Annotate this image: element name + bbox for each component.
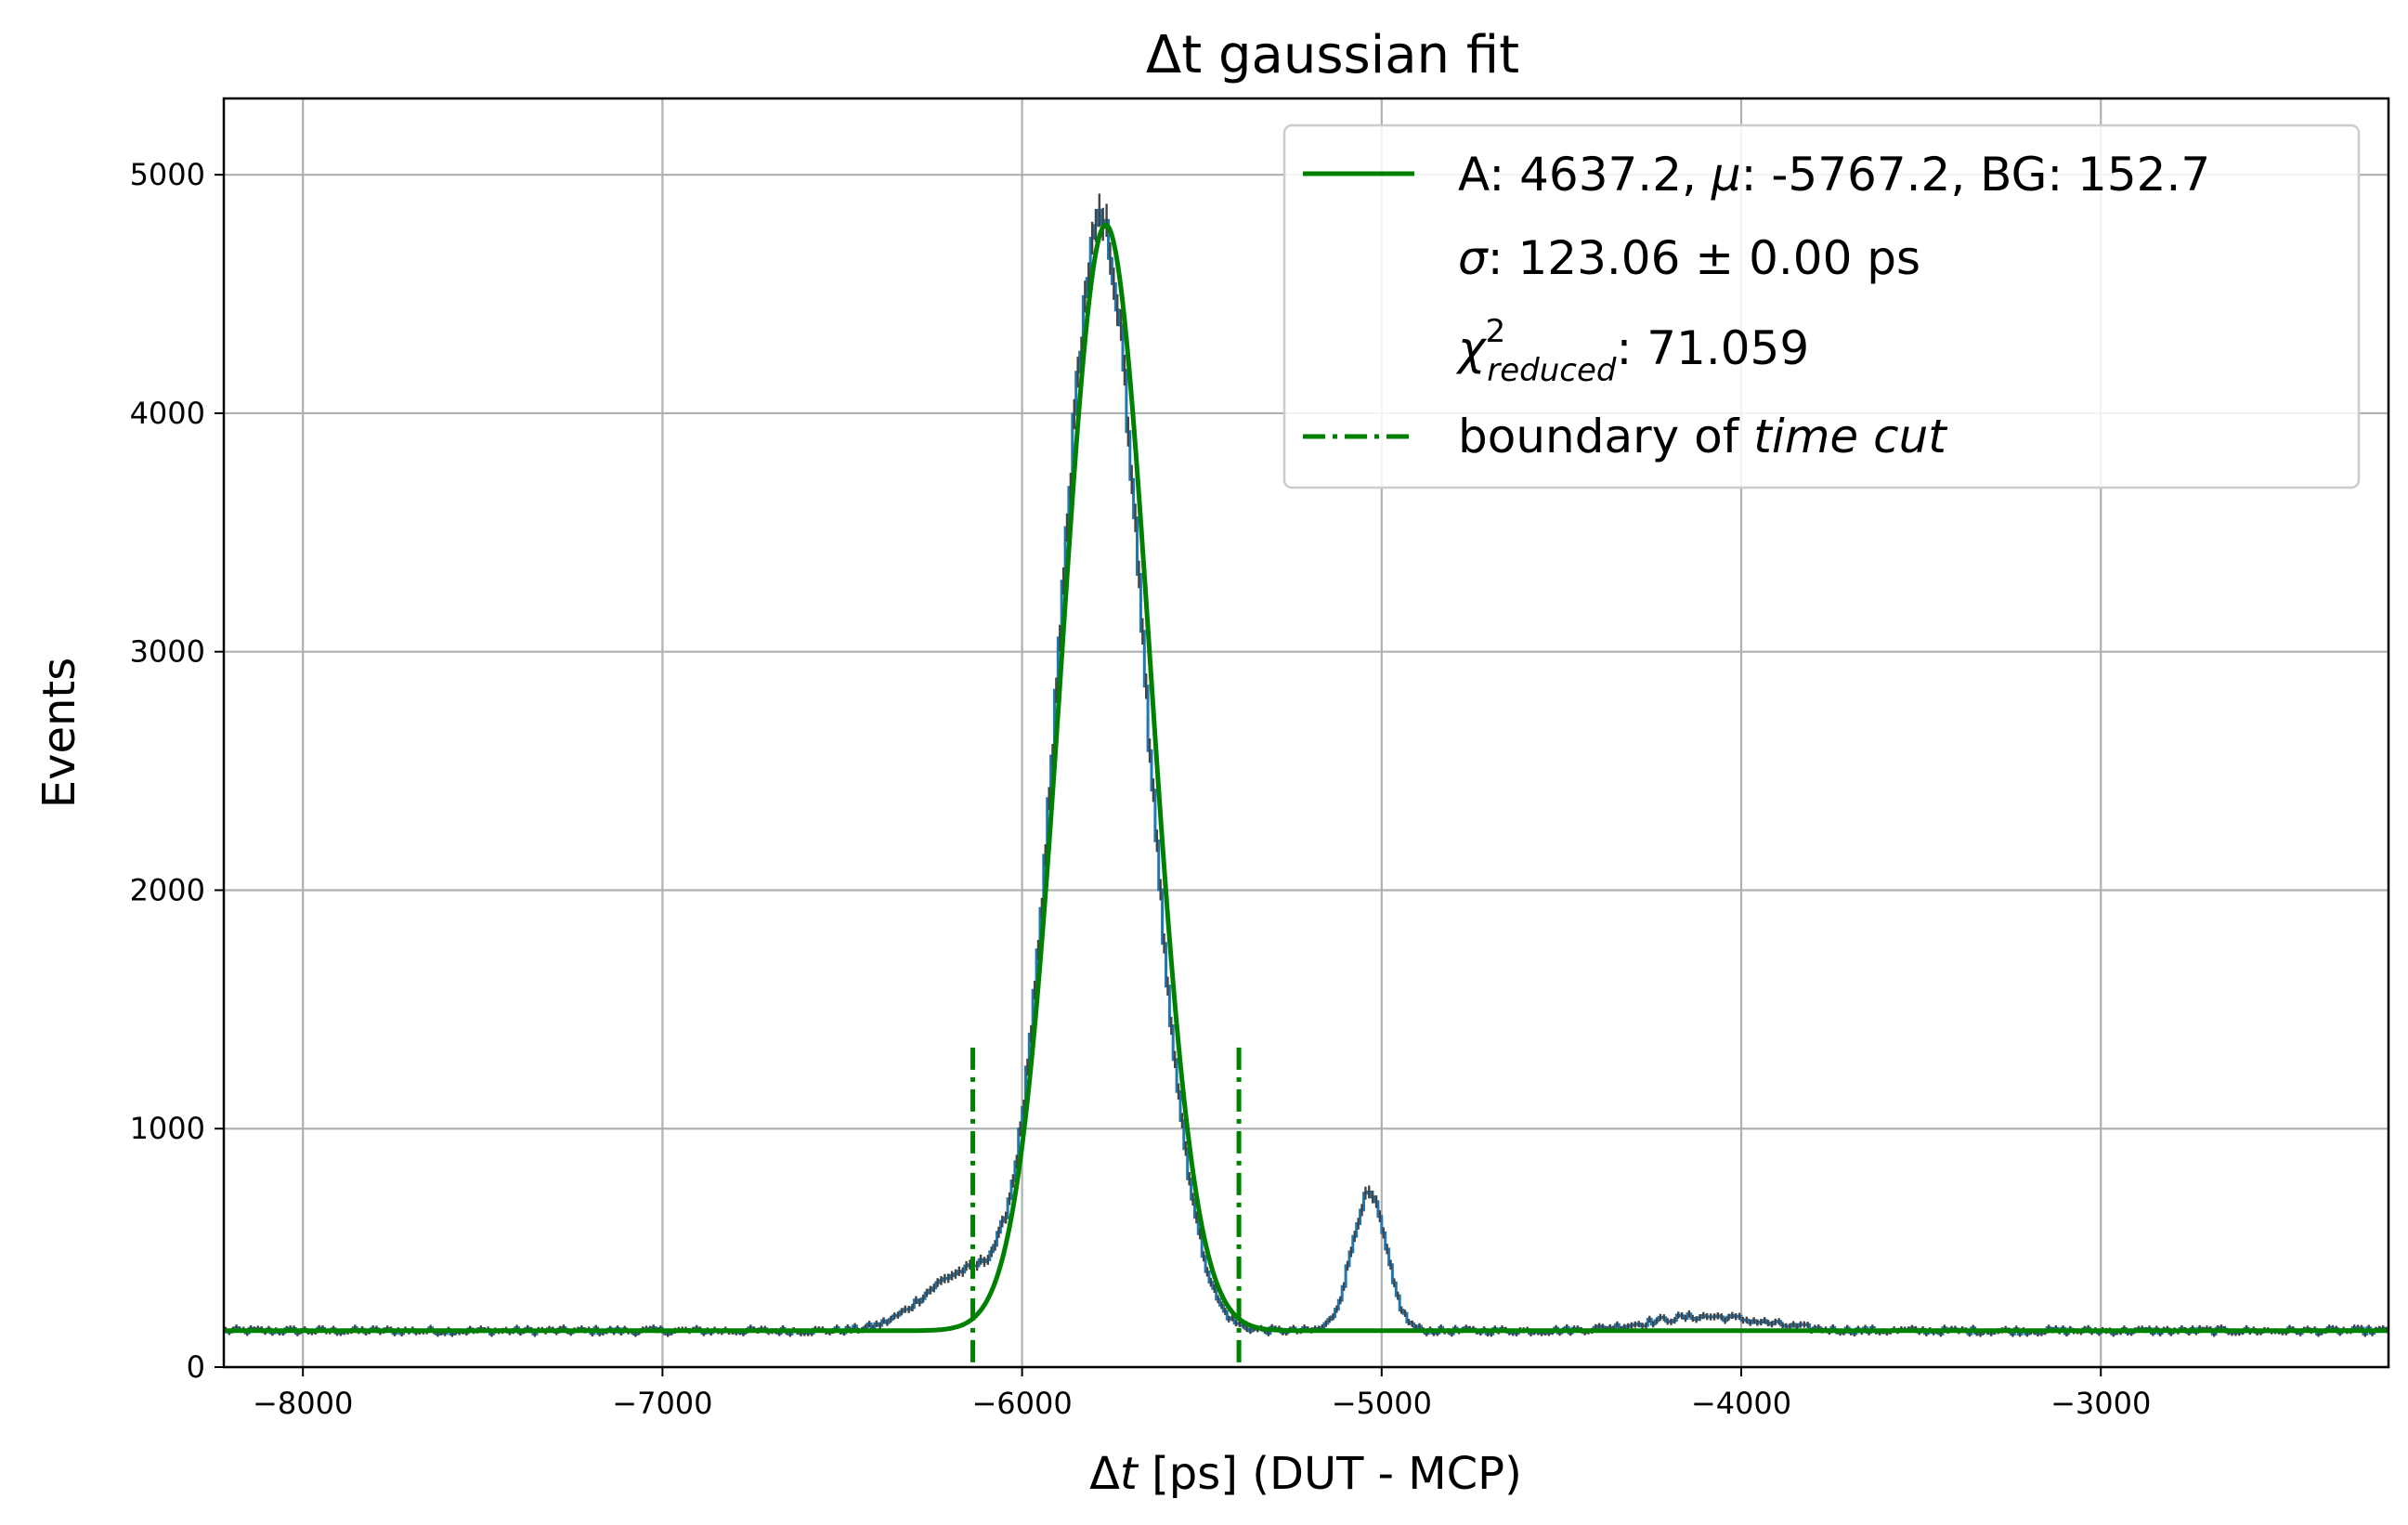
x-tick-label: −6000: [971, 1386, 1072, 1421]
y-tick-label: 1000: [130, 1111, 205, 1146]
plot-frame: [222, 97, 2390, 1369]
time-cut-series: [970, 1047, 1242, 1367]
x-tick-label: −8000: [253, 1386, 353, 1421]
x-tick-label: −4000: [1691, 1386, 1791, 1421]
y-tick-label: 0: [187, 1349, 205, 1385]
legend: A: 4637.2, μ: -5767.2, BG: 152.7 σ: 123.…: [1282, 124, 2361, 489]
y-axis-ticks: 0 1000 2000 3000 4000 5000: [130, 157, 224, 1385]
x-axis-ticks: −8000 −7000 −6000 −5000 −4000 −3000: [253, 1367, 2151, 1421]
legend-cut-label: boundary of time cut: [1458, 410, 1948, 463]
y-tick-label: 4000: [130, 396, 205, 431]
x-tick-label: −3000: [2050, 1386, 2151, 1421]
legend-fit-label-line1: A: 4637.2, μ: -5767.2, BG: 152.7: [1458, 148, 2210, 202]
x-axis-label: Δt [ps] (DUT - MCP): [1089, 1448, 1522, 1500]
chart-title: Δt gaussian fit: [1146, 25, 1519, 85]
gaussian-fit-curve: [224, 222, 2388, 1334]
x-tick-label: −5000: [1332, 1386, 1432, 1421]
y-tick-label: 2000: [130, 872, 205, 907]
x-tick-label: −7000: [612, 1386, 712, 1421]
plot-area: [224, 193, 2388, 1367]
legend-box: [1282, 124, 2361, 489]
legend-fit-label-line3: χ2 reduced: 71.059: [1455, 313, 1809, 389]
y-axis-label: Events: [33, 658, 85, 809]
gaussian-fit-series: [224, 222, 2388, 1334]
y-tick-label: 5000: [130, 157, 205, 192]
legend-fit-label-line2: σ: 123.06 ± 0.00 ps: [1458, 231, 1920, 285]
y-tick-label: 3000: [130, 634, 205, 670]
